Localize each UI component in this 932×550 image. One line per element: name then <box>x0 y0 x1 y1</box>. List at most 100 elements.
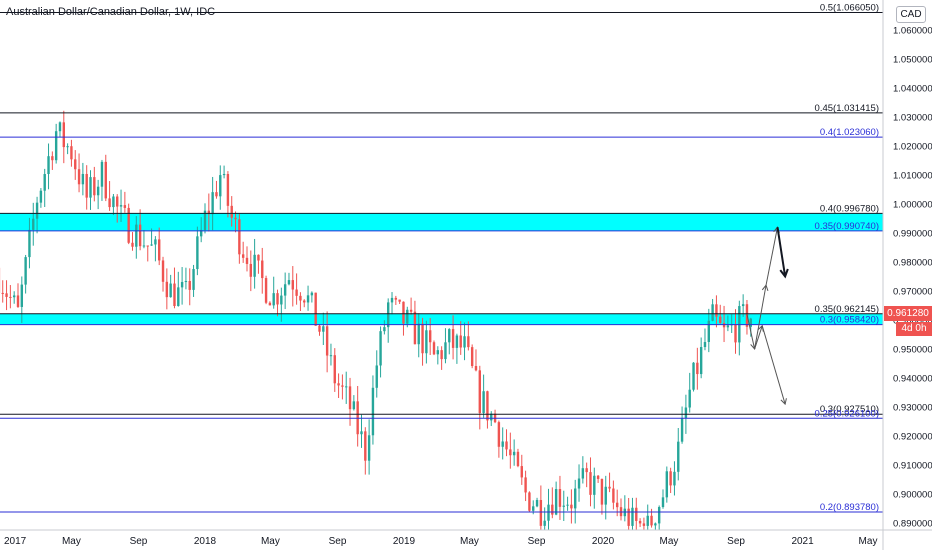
candle <box>287 272 291 286</box>
candle <box>566 496 569 511</box>
candle-body <box>66 146 69 148</box>
candle-body <box>12 295 16 298</box>
candle <box>413 300 417 345</box>
candle <box>528 491 531 513</box>
candle <box>356 385 359 447</box>
x-tick-label-0: 2017 <box>4 536 27 547</box>
candle-body <box>593 475 596 495</box>
candle <box>333 348 336 392</box>
candle-body <box>238 219 241 255</box>
candle <box>299 292 302 312</box>
candle <box>93 166 96 202</box>
candle <box>581 456 585 484</box>
candle-body <box>364 431 367 461</box>
y-tick-label-11: 0.950000 <box>893 345 932 356</box>
candle <box>703 328 707 351</box>
candle <box>482 374 485 418</box>
candle <box>100 159 104 201</box>
candle <box>303 299 306 308</box>
candle-body <box>638 520 642 524</box>
candle-body <box>554 489 558 515</box>
candle <box>711 298 714 322</box>
candle <box>543 507 546 532</box>
candle-body <box>574 488 577 509</box>
candle <box>554 481 558 516</box>
candle-body <box>28 229 31 258</box>
candle <box>158 227 161 266</box>
candle <box>188 268 191 306</box>
candle <box>199 217 203 243</box>
candle-body <box>142 245 146 247</box>
candle <box>375 350 378 398</box>
candle <box>70 139 73 167</box>
candle-body <box>184 280 188 283</box>
candle <box>608 472 611 493</box>
candle-body <box>306 295 310 303</box>
x-tick-label-4: May <box>261 536 280 547</box>
candle-body <box>608 486 611 489</box>
y-tick-label-8: 0.980000 <box>893 258 932 269</box>
currency-badge[interactable]: CAD <box>896 6 926 23</box>
candle-body <box>32 218 35 230</box>
candle-body <box>58 122 62 132</box>
candle-body <box>516 451 520 467</box>
candle-body <box>276 293 279 305</box>
y-tick-label-1: 1.050000 <box>893 55 932 66</box>
candle-body <box>131 242 134 247</box>
candle-body <box>528 492 531 511</box>
candle <box>719 304 722 324</box>
candle-body <box>303 300 306 303</box>
candle-body <box>615 502 619 508</box>
candle <box>680 406 684 444</box>
candle <box>135 216 138 259</box>
candle-body <box>413 311 417 345</box>
candle <box>715 295 718 328</box>
candle-body <box>463 336 466 348</box>
candle-body <box>215 192 218 197</box>
candle-body <box>490 413 493 421</box>
candle-body <box>192 269 195 290</box>
candle <box>177 271 180 307</box>
candle <box>738 300 741 356</box>
candle-body <box>70 146 73 160</box>
candle-body <box>93 177 96 196</box>
candle <box>467 321 470 351</box>
candle <box>673 461 676 496</box>
level-label-7: 0.3(0.927510) <box>820 404 879 415</box>
candle-body <box>322 326 325 332</box>
candle-body <box>585 468 588 473</box>
candle-body <box>264 278 268 303</box>
annotation-arrow-1 <box>765 227 778 286</box>
candle-body <box>722 322 726 328</box>
candle-body <box>654 523 657 526</box>
candle-body <box>169 283 172 298</box>
candle <box>345 371 348 404</box>
candle <box>47 143 50 190</box>
candle-body <box>680 418 684 442</box>
candle-body <box>524 477 527 493</box>
candle-body <box>367 435 371 461</box>
candle-body <box>406 309 409 324</box>
candle-body <box>547 504 550 521</box>
candle <box>341 374 344 400</box>
candle <box>463 322 466 361</box>
candle <box>238 214 241 264</box>
candle <box>325 311 329 373</box>
candle-body <box>230 205 233 218</box>
zone-1 <box>0 313 883 325</box>
candle <box>574 479 577 524</box>
candle <box>364 427 367 475</box>
x-tick-label-11: Sep <box>727 536 745 547</box>
candle <box>352 395 356 411</box>
candle <box>230 196 233 227</box>
candle-body <box>219 175 222 197</box>
candle-body <box>387 302 390 328</box>
candle-body <box>241 254 245 258</box>
candle <box>394 295 398 305</box>
candle-body <box>299 295 302 301</box>
candle-body <box>551 504 554 515</box>
candle-body <box>199 229 203 237</box>
candle <box>310 291 314 303</box>
chart-title: Australian Dollar/Canadian Dollar, 1W, I… <box>6 6 216 18</box>
